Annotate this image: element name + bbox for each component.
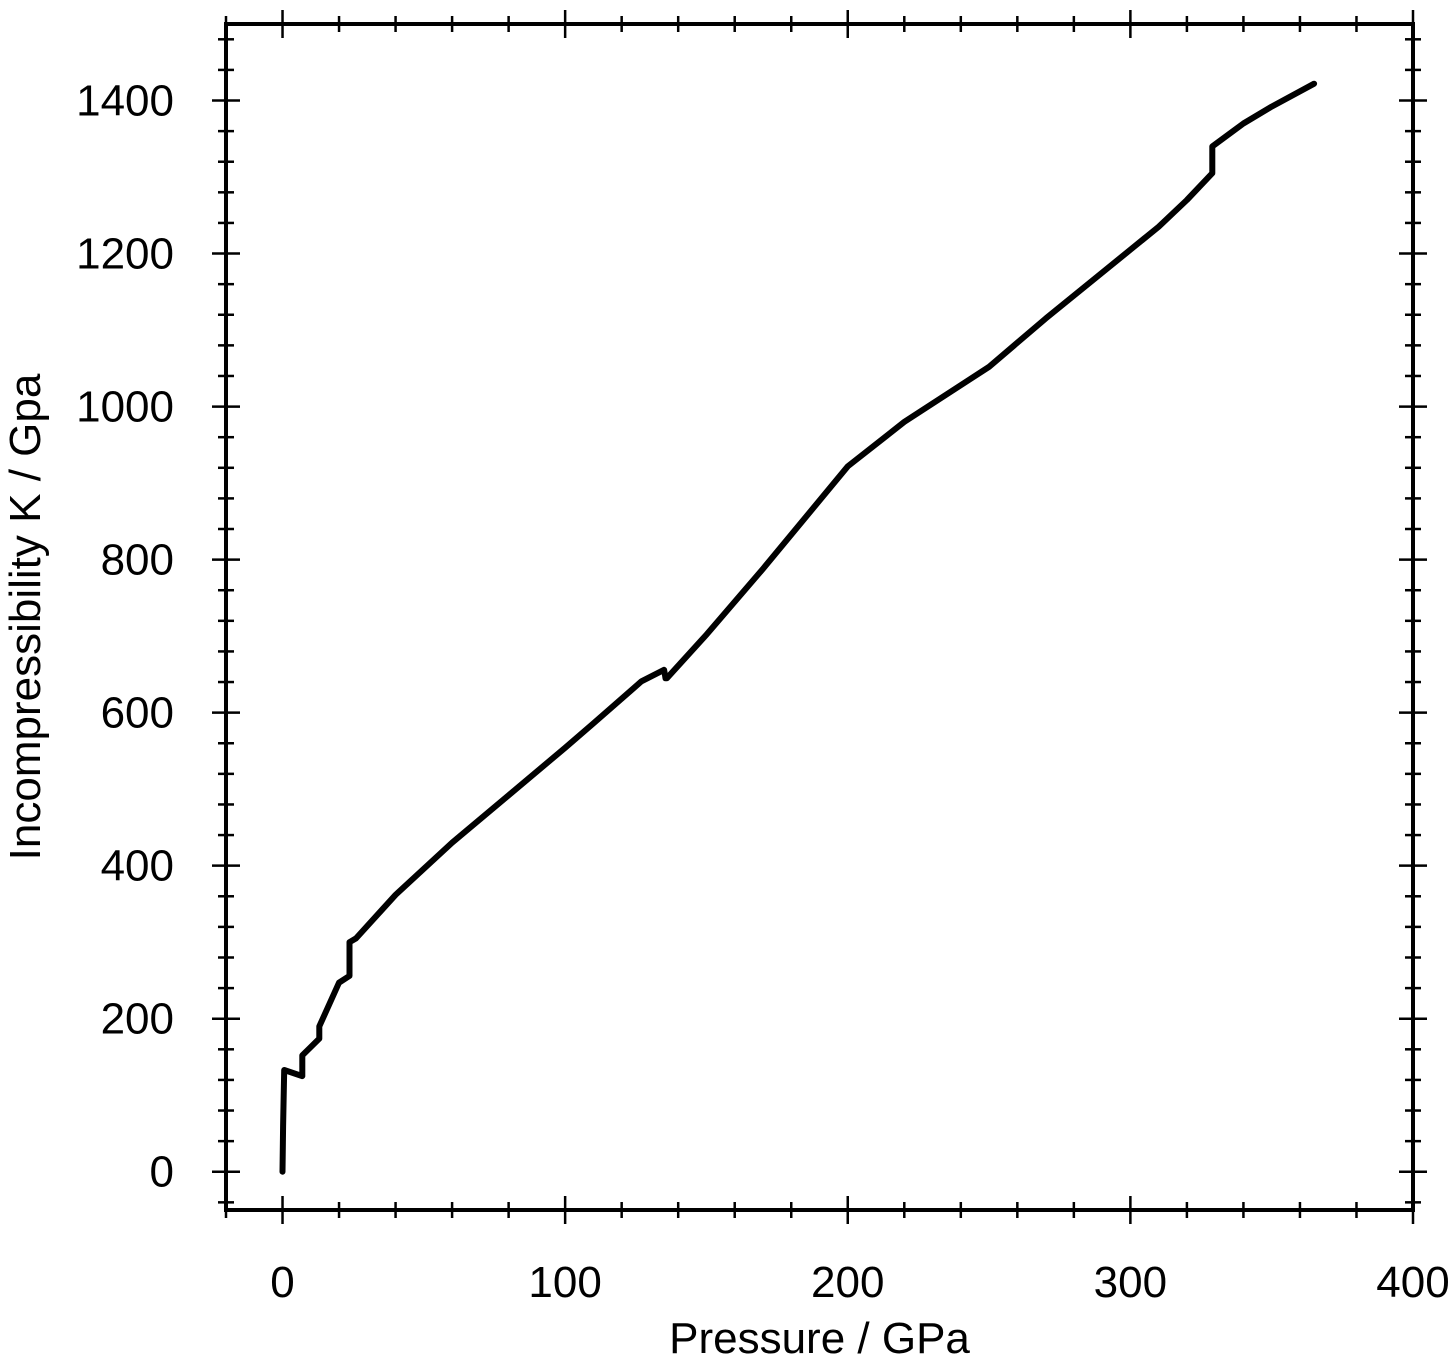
series-layer [279,80,1318,1175]
x-tick-labels: 0 100 200 300 400 [270,1258,1449,1307]
y-tick-label: 1000 [76,383,174,432]
y-tick-label: 800 [101,536,174,585]
y-axis-title: Incompressibility K / Gpa [1,373,50,860]
x-axis-title: Pressure / GPa [669,1314,970,1363]
major-ticks [212,10,1427,1224]
x-tick-label: 300 [1094,1258,1167,1307]
y-tick-label: 400 [101,842,174,891]
y-tick-label: 1200 [76,230,174,279]
y-tick-label: 600 [101,689,174,738]
x-tick-label: 100 [528,1258,601,1307]
x-tick-label: 0 [270,1258,294,1307]
y-tick-label: 1400 [76,77,174,126]
y-tick-label: 200 [101,995,174,1044]
y-tick-label: 0 [150,1148,174,1197]
y-tick-labels: 0 200 400 600 800 1000 1200 1400 [76,77,174,1197]
plot-frame [224,22,1415,1212]
x-tick-label: 200 [811,1258,884,1307]
x-tick-label: 400 [1376,1258,1449,1307]
series-line [279,80,1318,1175]
minor-ticks [218,16,1421,1218]
